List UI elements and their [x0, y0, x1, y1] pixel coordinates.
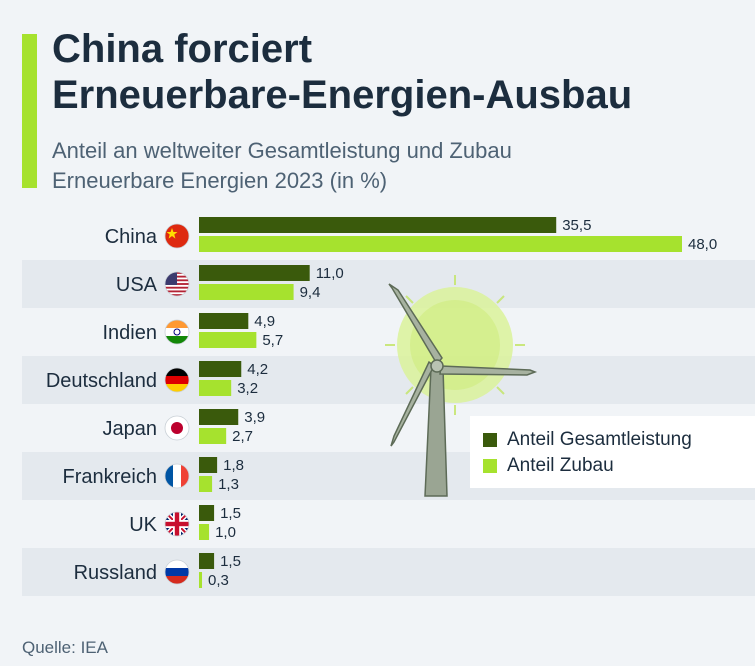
- data-label: 1,5: [220, 553, 241, 570]
- chart-row-japan: Japan 3,9 2,7: [103, 409, 265, 445]
- turbine-hub: [430, 359, 444, 373]
- flag-uk-icon: [164, 511, 190, 537]
- bar-gesamtleistung: [199, 553, 215, 569]
- page-subtitle: Anteil an weltweiter Gesamtleistung und …: [52, 136, 742, 196]
- chart-row-frankreich: Frankreich 1,8 1,3: [63, 457, 244, 493]
- category-label: China: [105, 226, 158, 248]
- data-label: 4,2: [247, 361, 268, 378]
- bar-gesamtleistung: [199, 409, 239, 425]
- subtitle-line-1: Anteil an weltweiter Gesamtleistung und …: [52, 138, 512, 163]
- source-note: Quelle: IEA: [22, 638, 108, 657]
- title-line-2: Erneuerbare-Energien-Ausbau: [52, 73, 633, 117]
- data-label: 11,0: [316, 265, 344, 282]
- chart-rows: China 35,5 48,0 USA 11,0 9,4 Indien 4,9 5,7 Deuts…: [46, 217, 717, 589]
- data-label: 2,7: [232, 428, 253, 445]
- category-label: UK: [129, 514, 157, 536]
- bar-zubau: [199, 236, 682, 252]
- legend-label-gesamt: Anteil Gesamtleistung: [507, 429, 692, 450]
- data-label: 9,4: [300, 284, 321, 301]
- bar-gesamtleistung: [199, 217, 557, 233]
- turbine-blade-down: [390, 360, 435, 447]
- data-label: 1,3: [218, 476, 239, 493]
- data-label: 48,0: [688, 236, 717, 253]
- data-label: 1,0: [215, 524, 236, 541]
- flag-india-icon: [164, 319, 190, 345]
- title-line-1: China forciert: [52, 27, 313, 71]
- accent-bar: [22, 34, 37, 188]
- bar-gesamtleistung: [199, 313, 249, 329]
- row-stripe: [22, 548, 755, 596]
- category-label: Deutschland: [46, 370, 157, 392]
- legend-label-zubau: Anteil Zubau: [507, 455, 614, 476]
- legend: Anteil Gesamtleistung Anteil Zubau: [470, 416, 755, 488]
- bar-zubau: [199, 380, 232, 396]
- turbine-blade-right: [439, 365, 538, 376]
- chart-row-indien: Indien 4,9 5,7: [103, 313, 283, 349]
- row-stripe: [22, 356, 755, 404]
- data-label: 0,3: [208, 572, 229, 589]
- chart-row-deutschland: Deutschland 4,2 3,2: [46, 361, 268, 397]
- bar-zubau: [199, 572, 203, 588]
- category-label: Indien: [103, 322, 158, 344]
- row-stripe: [22, 260, 755, 308]
- chart-row-uk: UK 1,5 1,0: [129, 505, 241, 541]
- chart-row-russland: Russland 1,5 0,3: [74, 553, 241, 589]
- bar-zubau: [199, 284, 294, 300]
- bar-gesamtleistung: [199, 265, 310, 281]
- flag-usa-icon: [164, 271, 190, 297]
- legend-swatch-zubau: [483, 459, 497, 473]
- flag-germany-icon: [164, 367, 190, 393]
- page-title: China forciert Erneuerbare-Energien-Ausb…: [52, 26, 742, 118]
- flag-china-icon: [164, 223, 190, 249]
- chart-row-china: China 35,5 48,0: [105, 217, 717, 253]
- wind-turbine-illustration: [385, 275, 538, 497]
- category-label: Russland: [74, 562, 157, 584]
- bar-zubau: [199, 524, 210, 540]
- data-label: 4,9: [254, 313, 275, 330]
- bar-zubau: [199, 476, 213, 492]
- category-label: USA: [116, 274, 158, 296]
- subtitle-line-2: Erneuerbare Energien 2023 (in %): [52, 168, 388, 193]
- flag-japan-icon: [164, 415, 190, 441]
- chart-row-usa: USA 11,0 9,4: [116, 265, 344, 301]
- data-label: 3,2: [237, 380, 258, 397]
- data-label: 5,7: [262, 332, 283, 349]
- turbine-blade-up: [388, 283, 443, 366]
- flag-france-icon: [164, 463, 190, 489]
- data-label: 1,8: [223, 457, 244, 474]
- legend-swatch-gesamt: [483, 433, 497, 447]
- data-label: 3,9: [244, 409, 265, 426]
- bar-gesamtleistung: [199, 361, 242, 377]
- bar-zubau: [199, 428, 227, 444]
- sun-rays: [385, 275, 525, 415]
- bar-gesamtleistung: [199, 457, 218, 473]
- bar-gesamtleistung: [199, 505, 215, 521]
- bar-zubau: [199, 332, 257, 348]
- category-label: Japan: [103, 418, 158, 440]
- category-label: Frankreich: [63, 466, 157, 488]
- data-label: 35,5: [562, 217, 591, 234]
- data-label: 1,5: [220, 505, 241, 522]
- flag-russia-icon: [164, 559, 190, 585]
